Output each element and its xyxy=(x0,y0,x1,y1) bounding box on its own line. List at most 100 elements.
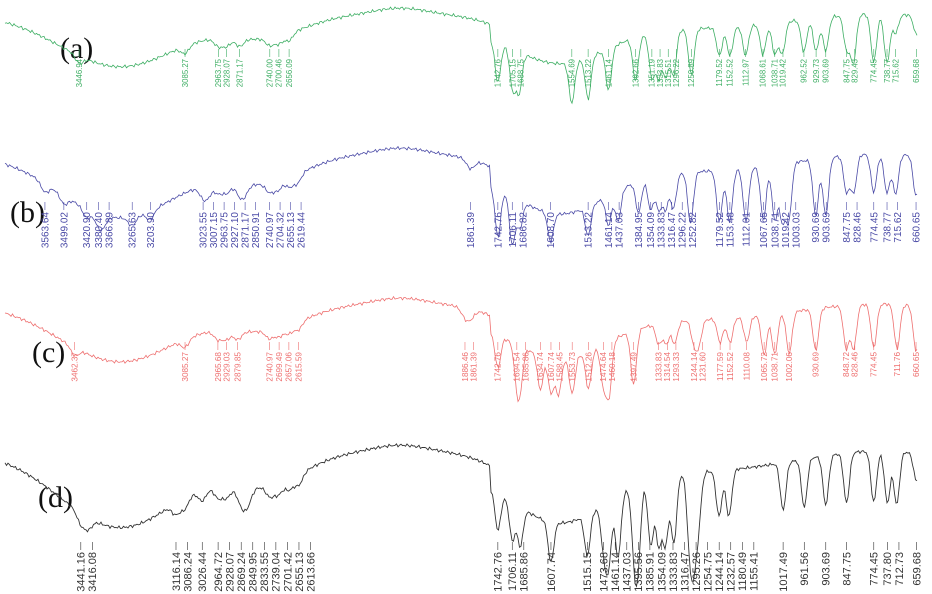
peak-label: 1293.33 xyxy=(672,352,681,382)
peak-label: 1742.76 xyxy=(494,352,503,382)
peak-label: 1354.09 xyxy=(646,212,657,249)
peak-label: 1688.75 xyxy=(517,58,526,87)
peak-labels: 3446.94 3085.27 2963.75 2928.07 2871.17 2740.… xyxy=(75,49,921,87)
peak-label: 1634.74 xyxy=(536,352,545,382)
peak-label: 1110.08 xyxy=(743,352,752,381)
peak-label: 2963.75 xyxy=(214,58,223,87)
peak-label: 2740.00 xyxy=(266,58,275,87)
panel-label: (b) xyxy=(10,196,45,229)
spectrum-line xyxy=(4,443,918,588)
peak-label: 715.62 xyxy=(893,212,904,243)
peak-label: 930.69 xyxy=(812,352,821,377)
peak-label: 1694.54 xyxy=(513,352,522,382)
peak-label: 2739.04 xyxy=(271,552,283,592)
peak-label: 1461.14 xyxy=(610,552,622,592)
peak-label: 1513.22 xyxy=(584,59,593,87)
peak-label: 903.69 xyxy=(821,552,833,586)
peak-label: 774.45 xyxy=(869,212,880,243)
peak-label: 2657.06 xyxy=(285,352,294,382)
peak-labels: 3563.64 3499.02 3420.90 3380.40 3366.89 3265.… xyxy=(40,202,923,249)
peak-label: 1155.41 xyxy=(749,552,761,591)
peak-label: 1554.69 xyxy=(568,59,577,87)
peak-label: 1002.06 xyxy=(785,352,794,382)
peak-label: 1608.70 xyxy=(546,212,557,249)
peak-label: 3462.37 xyxy=(71,352,80,382)
peak-label: 1180.49 xyxy=(737,552,749,591)
peak-label: 2879.85 xyxy=(234,352,243,382)
peak-label: 1019.42 xyxy=(781,212,792,249)
spectrum-panel-c: (c) 3462.37 3085.27 2965.68 2929.03 2879.85 27… xyxy=(4,295,921,403)
peak-label: 1607.74 xyxy=(546,552,558,592)
peak-label: 2701.42 xyxy=(282,552,294,592)
peak-label: 1512.26 xyxy=(584,352,593,382)
peak-label: 1316.47 xyxy=(667,212,678,249)
peak-label: 738.77 xyxy=(883,212,894,243)
peak-label: 1333.83 xyxy=(668,552,680,592)
peak-label: 2704.32 xyxy=(276,212,287,249)
peak-label: 2927.10 xyxy=(230,212,241,249)
peak-label: 1513.22 xyxy=(584,212,595,249)
peak-label: 3086.24 xyxy=(182,552,194,592)
peak-label: 828.46 xyxy=(851,352,860,377)
peak-label: 1515.15 xyxy=(582,552,594,592)
spectrum-line xyxy=(4,6,918,105)
peak-label: 1179.52 xyxy=(715,59,724,87)
peak-label: 847.75 xyxy=(841,552,853,586)
peak-label: 1473.68 xyxy=(599,552,611,592)
peak-label: 1065.72 xyxy=(760,352,769,382)
peak-label: 1252.82 xyxy=(688,212,699,249)
peak-label: 2619.44 xyxy=(297,212,308,249)
panel-label: (d) xyxy=(38,481,73,514)
peak-label: 3441.16 xyxy=(76,552,88,592)
peak-label: 2700.46 xyxy=(275,59,284,87)
spectra-panels: (a)3446.94 3085.27 2963.75 2928.07 2871.17 27… xyxy=(4,6,923,592)
peak-label: 1068.61 xyxy=(759,59,768,87)
peak-label: 660.65 xyxy=(912,352,921,377)
peak-label: 903.69 xyxy=(822,212,833,243)
peak-label: 1038.71 xyxy=(770,212,781,249)
peak-label: 1588.45 xyxy=(555,352,564,382)
peak-label: 1244.14 xyxy=(714,552,726,592)
peak-label: 1017.49 xyxy=(778,552,790,592)
peak-label: 738.77 xyxy=(883,59,892,83)
peak-label: 2656.09 xyxy=(285,59,294,87)
peak-label: 1152.52 xyxy=(726,352,735,381)
peak-label: 1705.15 xyxy=(508,58,517,87)
peak-label: 3366.89 xyxy=(105,212,116,249)
panel-label: (c) xyxy=(32,336,65,369)
peak-label: 2871.17 xyxy=(235,59,244,87)
peak-label: 930.69 xyxy=(811,212,822,243)
peak-label: 1742.76 xyxy=(494,59,503,87)
peak-label: 3023.55 xyxy=(199,212,210,249)
peak-label: 1232.57 xyxy=(726,552,738,592)
peak-label: 1886.46 xyxy=(461,352,470,382)
spectrum-panel-b: (b)3563.64 3499.02 3420.90 3380.40 3366.89 32… xyxy=(4,145,923,249)
peak-label: 3499.02 xyxy=(59,212,70,249)
peak-label: 2928.07 xyxy=(225,552,237,592)
peak-label: 1437.03 xyxy=(615,212,626,249)
peak-label: 1179.52 xyxy=(715,212,726,248)
peak-label: 3420.90 xyxy=(82,212,93,249)
peak-label: 1385.91 xyxy=(645,552,657,592)
peak-label: 1392.66 xyxy=(631,59,640,87)
peak-label: 2929.03 xyxy=(222,352,231,382)
peak-label: 2964.72 xyxy=(213,552,225,592)
peak-label: 1706.11 xyxy=(507,552,519,591)
peak-label: 3203.90 xyxy=(146,212,157,249)
peak-label: 1152.52 xyxy=(726,59,735,87)
peak-label: 1685.86 xyxy=(521,352,530,382)
peak-label: 2928.07 xyxy=(222,59,231,87)
peak-label: 2655.13 xyxy=(286,212,297,249)
peak-label: 1231.60 xyxy=(699,352,708,382)
peak-label: 1316.47 xyxy=(679,552,691,592)
peak-label: 3026.44 xyxy=(197,552,209,592)
peak-label: 1437.03 xyxy=(622,552,634,592)
peak-label: 2655.13 xyxy=(294,552,306,592)
peak-label: 1177.59 xyxy=(716,352,725,381)
peak-label: 3563.64 xyxy=(40,212,51,249)
peak-label: 1395.56 xyxy=(633,552,645,592)
peak-label: 828.46 xyxy=(853,212,864,243)
peak-label: 1038.71 xyxy=(771,59,780,87)
peak-label: 711.76 xyxy=(893,352,902,377)
